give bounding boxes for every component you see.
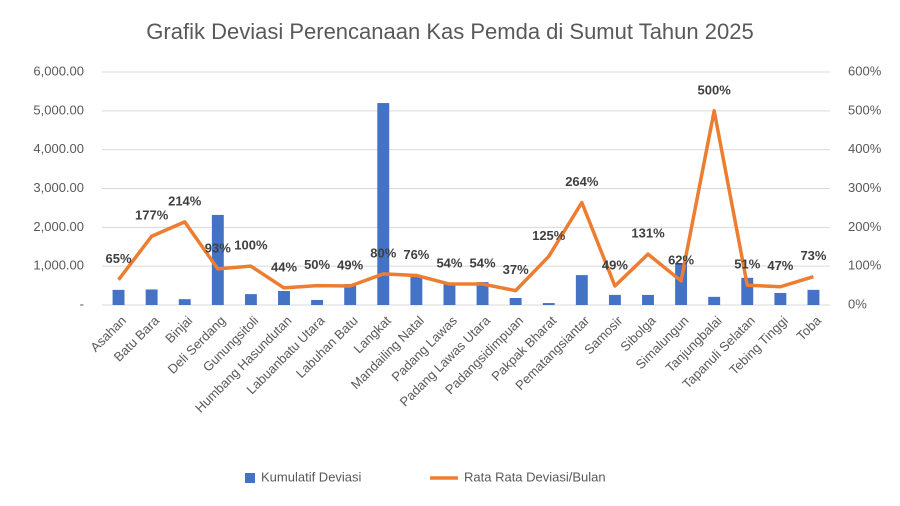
data-label: 49% [337, 257, 363, 272]
bar [178, 299, 191, 305]
data-label: 177% [135, 208, 169, 223]
y-tick-label: 3,000.00 [33, 180, 84, 195]
bar [443, 284, 456, 305]
data-label: 54% [436, 255, 462, 270]
y-tick-label: - [80, 296, 84, 311]
bar [675, 263, 688, 305]
bar [807, 289, 820, 305]
data-label: 80% [370, 245, 396, 260]
data-label: 500% [698, 82, 732, 97]
data-label: 100% [234, 238, 268, 253]
data-label: 51% [734, 257, 760, 272]
data-label: 214% [168, 193, 202, 208]
data-label: 54% [470, 255, 496, 270]
data-label: 65% [106, 251, 132, 266]
y2-tick-label: 600% [848, 63, 882, 78]
bar [542, 303, 555, 305]
data-label: 76% [403, 247, 429, 262]
data-label: 125% [532, 228, 566, 243]
bar [608, 294, 621, 305]
line [117, 109, 814, 293]
data-label: 47% [767, 258, 793, 273]
y2-tick-label: 300% [848, 180, 882, 195]
data-label: 73% [800, 248, 826, 263]
bar [278, 291, 290, 305]
bar [410, 277, 423, 305]
bar [476, 282, 489, 305]
data-label: 131% [631, 226, 665, 241]
x-tick-label: Toba [793, 312, 824, 343]
legend-label: Rata Rata Deviasi/Bulan [464, 469, 606, 484]
bar [509, 298, 522, 305]
legend-label: Kumulatif Deviasi [261, 469, 362, 484]
bar [774, 292, 787, 305]
bar [708, 296, 721, 305]
bar [344, 284, 357, 305]
data-label: 37% [503, 262, 529, 277]
bar [741, 277, 754, 305]
chart-title: Grafik Deviasi Perencanaan Kas Pemda di … [146, 19, 753, 44]
data-label: 62% [668, 252, 694, 267]
y-tick-label: 6,000.00 [33, 63, 84, 78]
y-tick-label: 2,000.00 [33, 219, 84, 234]
y2-tick-label: 200% [848, 219, 882, 234]
bar [311, 299, 324, 305]
data-label: 49% [602, 257, 628, 272]
data-label: 44% [271, 259, 297, 274]
y2-tick-label: 0% [848, 296, 867, 311]
bar [642, 294, 654, 305]
bar [112, 289, 125, 305]
data-label: 93% [205, 240, 231, 255]
legend-swatch [245, 473, 255, 483]
y-tick-label: 4,000.00 [33, 141, 84, 156]
y2-tick-label: 500% [848, 102, 882, 117]
bar [244, 294, 257, 305]
bar [145, 289, 158, 305]
y2-tick-label: 400% [848, 141, 882, 156]
bar [211, 214, 224, 305]
y-tick-label: 1,000.00 [33, 258, 84, 273]
data-label: 264% [565, 174, 599, 189]
bar [575, 275, 588, 305]
y-tick-label: 5,000.00 [33, 102, 84, 117]
bar [377, 103, 390, 305]
y2-tick-label: 100% [848, 258, 882, 273]
data-label: 50% [304, 257, 330, 272]
